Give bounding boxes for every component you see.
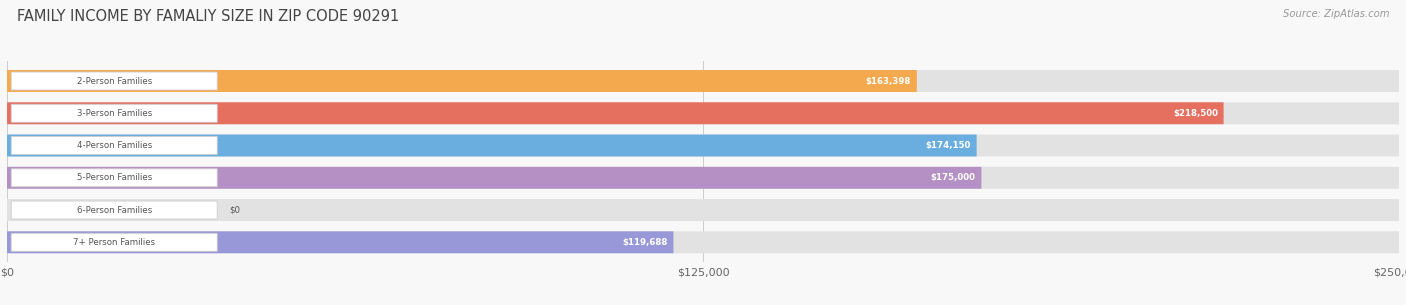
Text: 5-Person Families: 5-Person Families [76, 173, 152, 182]
FancyBboxPatch shape [11, 169, 217, 187]
Text: $0: $0 [229, 206, 240, 214]
Text: 4-Person Families: 4-Person Families [76, 141, 152, 150]
Text: $163,398: $163,398 [866, 77, 911, 85]
FancyBboxPatch shape [7, 135, 1399, 156]
Text: $119,688: $119,688 [623, 238, 668, 247]
Text: Source: ZipAtlas.com: Source: ZipAtlas.com [1282, 9, 1389, 19]
Text: 6-Person Families: 6-Person Families [76, 206, 152, 214]
Text: $218,500: $218,500 [1173, 109, 1218, 118]
FancyBboxPatch shape [7, 102, 1399, 124]
FancyBboxPatch shape [11, 104, 217, 122]
FancyBboxPatch shape [7, 70, 917, 92]
FancyBboxPatch shape [7, 199, 1399, 221]
FancyBboxPatch shape [7, 70, 1399, 92]
FancyBboxPatch shape [11, 201, 217, 219]
Text: FAMILY INCOME BY FAMALIY SIZE IN ZIP CODE 90291: FAMILY INCOME BY FAMALIY SIZE IN ZIP COD… [17, 9, 399, 24]
FancyBboxPatch shape [11, 233, 217, 251]
FancyBboxPatch shape [7, 231, 673, 253]
FancyBboxPatch shape [7, 167, 981, 189]
Text: 7+ Person Families: 7+ Person Families [73, 238, 155, 247]
FancyBboxPatch shape [7, 102, 1223, 124]
FancyBboxPatch shape [7, 231, 1399, 253]
Text: 2-Person Families: 2-Person Families [76, 77, 152, 85]
Text: $174,150: $174,150 [925, 141, 972, 150]
Text: 3-Person Families: 3-Person Families [76, 109, 152, 118]
FancyBboxPatch shape [7, 167, 1399, 189]
FancyBboxPatch shape [11, 137, 217, 155]
Text: $175,000: $175,000 [931, 173, 976, 182]
FancyBboxPatch shape [11, 72, 217, 90]
FancyBboxPatch shape [7, 135, 977, 156]
